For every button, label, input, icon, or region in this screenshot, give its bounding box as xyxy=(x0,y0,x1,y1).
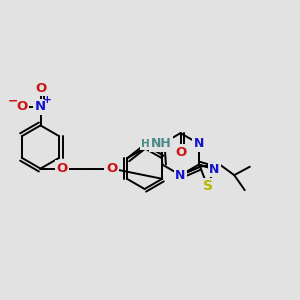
Text: N: N xyxy=(35,100,46,113)
Text: −: − xyxy=(8,94,18,107)
Text: O: O xyxy=(106,162,117,175)
Text: N: N xyxy=(194,137,204,150)
Text: O: O xyxy=(35,82,46,95)
Text: N: N xyxy=(175,169,186,182)
Text: O: O xyxy=(175,146,186,159)
Text: +: + xyxy=(43,95,52,105)
Text: O: O xyxy=(56,162,68,175)
Text: H: H xyxy=(142,139,150,148)
Text: NH: NH xyxy=(151,137,171,150)
Text: O: O xyxy=(16,100,28,113)
Text: S: S xyxy=(202,179,212,193)
Text: N: N xyxy=(209,163,220,176)
